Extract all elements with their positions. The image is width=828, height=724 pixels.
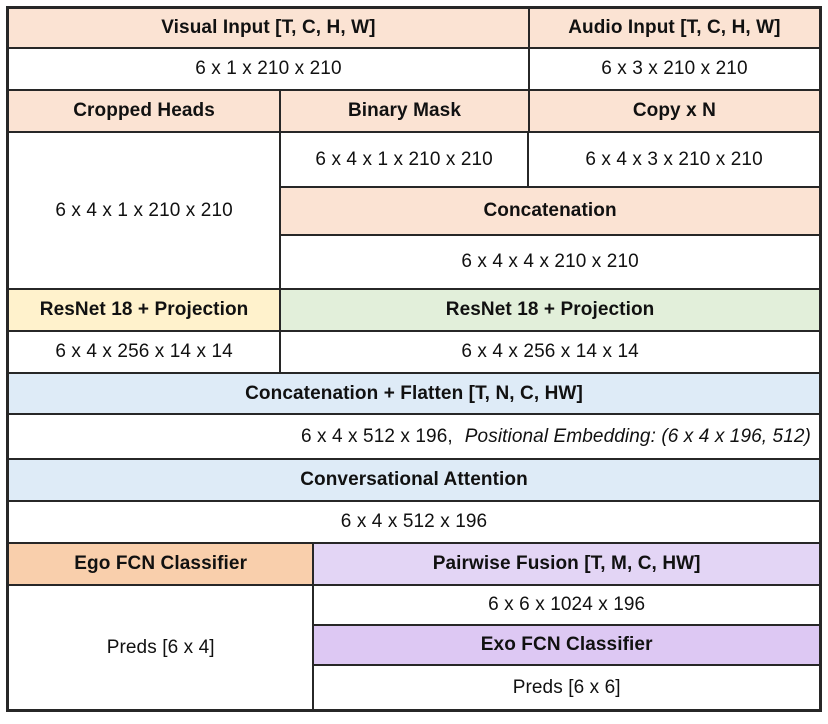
exo-right-block: 6 x 6 x 1024 x 196 Exo FCN Classifier Pr…	[314, 586, 819, 709]
positional-embedding-note: Positional Embedding: (6 x 4 x 196, 512)	[464, 425, 811, 447]
row-concat-flatten: Concatenation + Flatten [T, N, C, HW]	[9, 374, 819, 415]
preprocess-right-block: 6 x 4 x 1 x 210 x 210 6 x 4 x 3 x 210 x …	[281, 133, 819, 288]
copy-n-header: Copy x N	[529, 91, 819, 131]
architecture-table: Visual Input [T, C, H, W] Audio Input [T…	[6, 6, 822, 712]
visual-input-shape: 6 x 1 x 210 x 210	[9, 49, 530, 89]
row-preprocess-headers: Cropped Heads Binary Mask Copy x N	[9, 91, 819, 133]
cropped-heads-shape: 6 x 4 x 1 x 210 x 210	[9, 133, 282, 288]
copy-n-shape: 6 x 4 x 3 x 210 x 210	[585, 148, 763, 170]
ego-preds: Preds [6 x 4]	[9, 586, 315, 709]
flatten-shape: 6 x 4 x 512 x 196,	[300, 425, 453, 447]
resnet-right-shape: 6 x 4 x 256 x 14 x 14	[461, 341, 639, 362]
attention-shape: 6 x 4 x 512 x 196	[340, 511, 488, 532]
row-exo-classifier: Exo FCN Classifier	[314, 626, 819, 666]
concat-flatten-header: Concatenation + Flatten [T, N, C, HW]	[9, 374, 819, 413]
exo-preds: Preds [6 x 6]	[512, 676, 621, 698]
resnet-right-header: ResNet 18 + Projection	[281, 290, 819, 330]
conversational-attention-header: Conversational Attention	[9, 460, 819, 500]
row-pairwise-shape: 6 x 6 x 1024 x 196	[314, 586, 819, 626]
cropped-heads-header: Cropped Heads	[9, 91, 282, 131]
ego-fcn-classifier-header: Ego FCN Classifier	[9, 544, 315, 584]
row-resnet-headers: ResNet 18 + Projection ResNet 18 + Proje…	[9, 290, 819, 332]
row-mask-copy-shapes: 6 x 4 x 1 x 210 x 210 6 x 4 x 3 x 210 x …	[281, 133, 819, 188]
row-exo-preds: Preds [6 x 6]	[314, 666, 819, 709]
resnet-left-shape: 6 x 4 x 256 x 14 x 14	[9, 332, 282, 372]
row-input-shapes: 6 x 1 x 210 x 210 6 x 3 x 210 x 210	[9, 49, 819, 91]
concatenation-shape: 6 x 4 x 4 x 210 x 210	[461, 251, 639, 272]
row-preprocess-block: 6 x 4 x 1 x 210 x 210 6 x 4 x 1 x 210 x …	[9, 133, 819, 290]
exo-fcn-classifier-header: Exo FCN Classifier	[314, 626, 819, 664]
pairwise-fusion-shape: 6 x 6 x 1024 x 196	[488, 594, 646, 615]
flatten-shape-cell: 6 x 4 x 512 x 196, Positional Embedding:…	[9, 415, 819, 458]
row-resnet-shapes: 6 x 4 x 256 x 14 x 14 6 x 4 x 256 x 14 x…	[9, 332, 819, 374]
row-concatenation-shape: 6 x 4 x 4 x 210 x 210	[281, 236, 819, 288]
row-input-headers: Visual Input [T, C, H, W] Audio Input [T…	[9, 9, 819, 49]
row-classifier-headers: Ego FCN Classifier Pairwise Fusion [T, M…	[9, 544, 819, 586]
row-output-block: Preds [6 x 4] 6 x 6 x 1024 x 196 Exo FCN…	[9, 586, 819, 709]
concatenation-header: Concatenation	[281, 188, 819, 234]
audio-input-shape: 6 x 3 x 210 x 210	[601, 58, 748, 79]
resnet-left-header: ResNet 18 + Projection	[9, 290, 282, 330]
binary-mask-header: Binary Mask	[281, 91, 530, 131]
pairwise-fusion-header: Pairwise Fusion [T, M, C, HW]	[314, 544, 819, 584]
audio-input-header: Audio Input [T, C, H, W]	[529, 9, 819, 47]
visual-input-header: Visual Input [T, C, H, W]	[9, 9, 530, 47]
row-attention-header: Conversational Attention	[9, 460, 819, 502]
binary-mask-shape: 6 x 4 x 1 x 210 x 210	[281, 133, 530, 186]
row-attention-shape: 6 x 4 x 512 x 196	[9, 502, 819, 544]
row-concatenation-header: Concatenation	[281, 188, 819, 236]
row-flatten-shape: 6 x 4 x 512 x 196, Positional Embedding:…	[9, 415, 819, 460]
